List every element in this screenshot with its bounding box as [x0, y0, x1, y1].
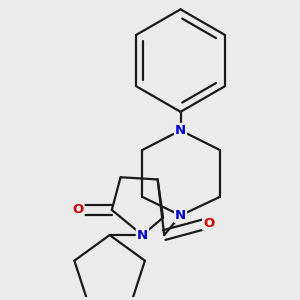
Text: N: N: [137, 229, 148, 242]
Text: N: N: [175, 124, 186, 137]
Text: N: N: [175, 209, 186, 222]
Text: O: O: [72, 203, 84, 217]
Text: O: O: [203, 217, 214, 230]
